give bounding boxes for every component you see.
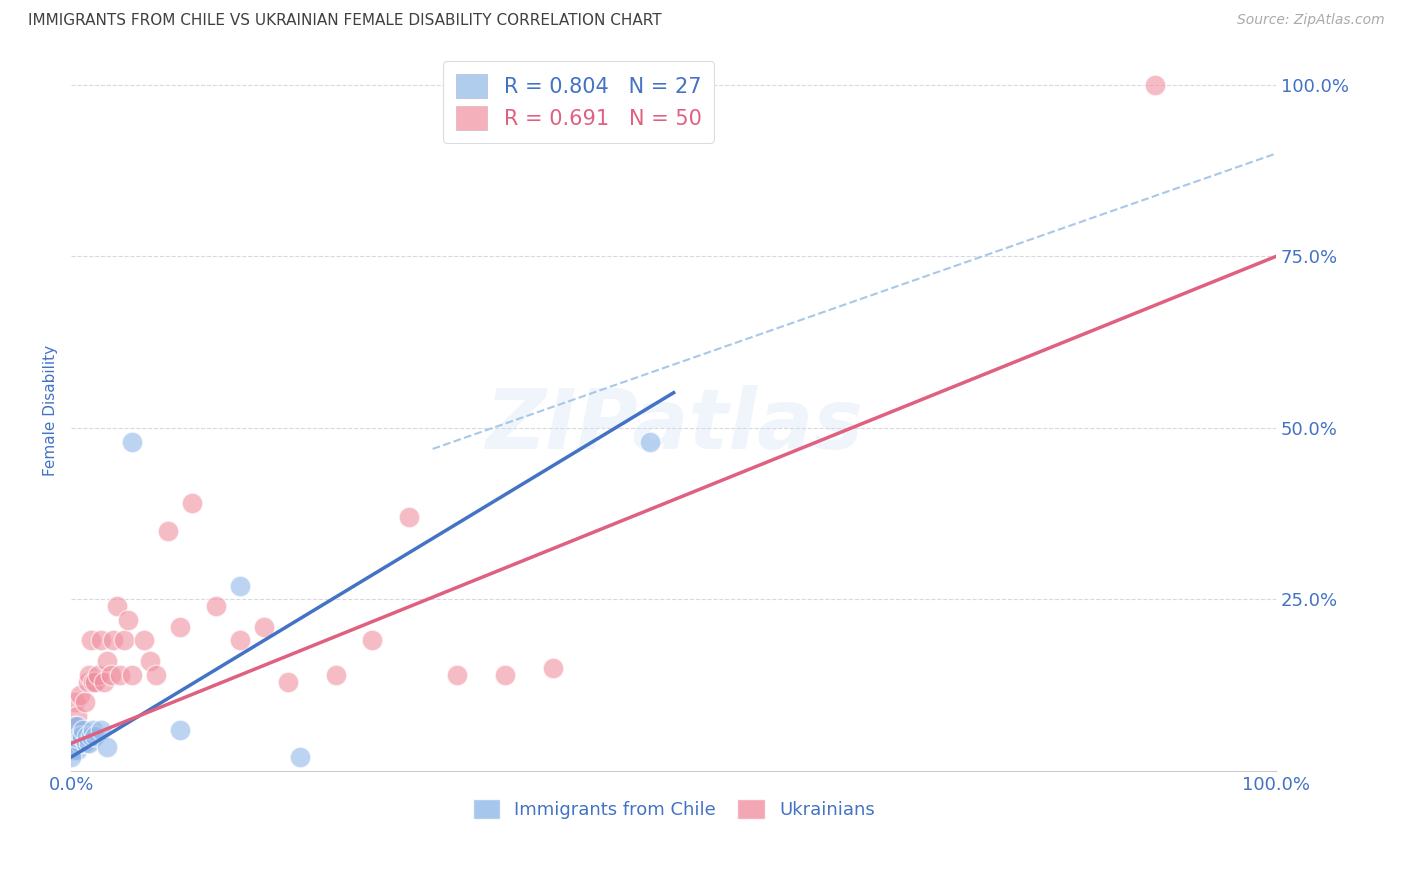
Point bbox=[325, 667, 347, 681]
Point bbox=[253, 620, 276, 634]
Point bbox=[75, 736, 97, 750]
Point bbox=[100, 667, 122, 681]
Point bbox=[62, 736, 84, 750]
Point bbox=[72, 736, 94, 750]
Point bbox=[60, 743, 83, 757]
Point bbox=[398, 510, 420, 524]
Point bbox=[69, 736, 91, 750]
Point bbox=[79, 633, 101, 648]
Point bbox=[66, 709, 89, 723]
Point bbox=[105, 599, 128, 614]
Point bbox=[90, 633, 112, 648]
Point bbox=[70, 736, 93, 750]
Point bbox=[65, 736, 87, 750]
Point bbox=[75, 730, 97, 744]
Point bbox=[63, 695, 86, 709]
Point bbox=[62, 719, 84, 733]
Point bbox=[361, 633, 384, 648]
Point bbox=[79, 667, 101, 681]
Point bbox=[73, 695, 96, 709]
Point bbox=[93, 674, 115, 689]
Legend: Immigrants from Chile, Ukrainians: Immigrants from Chile, Ukrainians bbox=[465, 792, 882, 827]
Text: IMMIGRANTS FROM CHILE VS UKRAINIAN FEMALE DISABILITY CORRELATION CHART: IMMIGRANTS FROM CHILE VS UKRAINIAN FEMAL… bbox=[28, 13, 662, 29]
Point bbox=[103, 633, 125, 648]
Point bbox=[66, 719, 89, 733]
Point bbox=[62, 719, 84, 733]
Point bbox=[60, 750, 83, 764]
Point bbox=[112, 633, 135, 648]
Point bbox=[145, 667, 167, 681]
Point bbox=[84, 674, 107, 689]
Point bbox=[121, 667, 143, 681]
Point bbox=[62, 730, 84, 744]
Point bbox=[62, 736, 84, 750]
Point bbox=[290, 750, 312, 764]
Y-axis label: Female Disability: Female Disability bbox=[44, 345, 58, 476]
Point bbox=[1144, 78, 1167, 92]
Point bbox=[96, 654, 118, 668]
Point bbox=[84, 730, 107, 744]
Point bbox=[277, 674, 299, 689]
Point bbox=[132, 633, 155, 648]
Point bbox=[82, 674, 104, 689]
Point bbox=[169, 620, 191, 634]
Point bbox=[72, 723, 94, 737]
Point bbox=[108, 667, 131, 681]
Point bbox=[138, 654, 160, 668]
Text: ZIPatlas: ZIPatlas bbox=[485, 384, 862, 466]
Point bbox=[70, 730, 93, 744]
Point bbox=[66, 736, 89, 750]
Point bbox=[67, 730, 90, 744]
Point bbox=[638, 434, 661, 449]
Point bbox=[79, 736, 101, 750]
Text: Source: ZipAtlas.com: Source: ZipAtlas.com bbox=[1237, 13, 1385, 28]
Point bbox=[63, 719, 86, 733]
Point bbox=[87, 667, 110, 681]
Point bbox=[62, 736, 84, 750]
Point bbox=[69, 688, 91, 702]
Point bbox=[541, 661, 564, 675]
Point bbox=[70, 730, 93, 744]
Point bbox=[77, 674, 100, 689]
Point bbox=[67, 730, 90, 744]
Point bbox=[79, 730, 101, 744]
Point bbox=[96, 739, 118, 754]
Point bbox=[446, 667, 468, 681]
Point bbox=[62, 743, 84, 757]
Point bbox=[70, 730, 93, 744]
Point bbox=[229, 578, 252, 592]
Point bbox=[229, 633, 252, 648]
Point bbox=[494, 667, 516, 681]
Point bbox=[63, 730, 86, 744]
Point bbox=[169, 723, 191, 737]
Point bbox=[82, 723, 104, 737]
Point bbox=[205, 599, 228, 614]
Point bbox=[65, 730, 87, 744]
Point bbox=[63, 736, 86, 750]
Point bbox=[66, 743, 89, 757]
Point bbox=[76, 730, 98, 744]
Point bbox=[117, 613, 139, 627]
Point bbox=[180, 496, 202, 510]
Point bbox=[121, 434, 143, 449]
Point bbox=[90, 723, 112, 737]
Point bbox=[156, 524, 179, 538]
